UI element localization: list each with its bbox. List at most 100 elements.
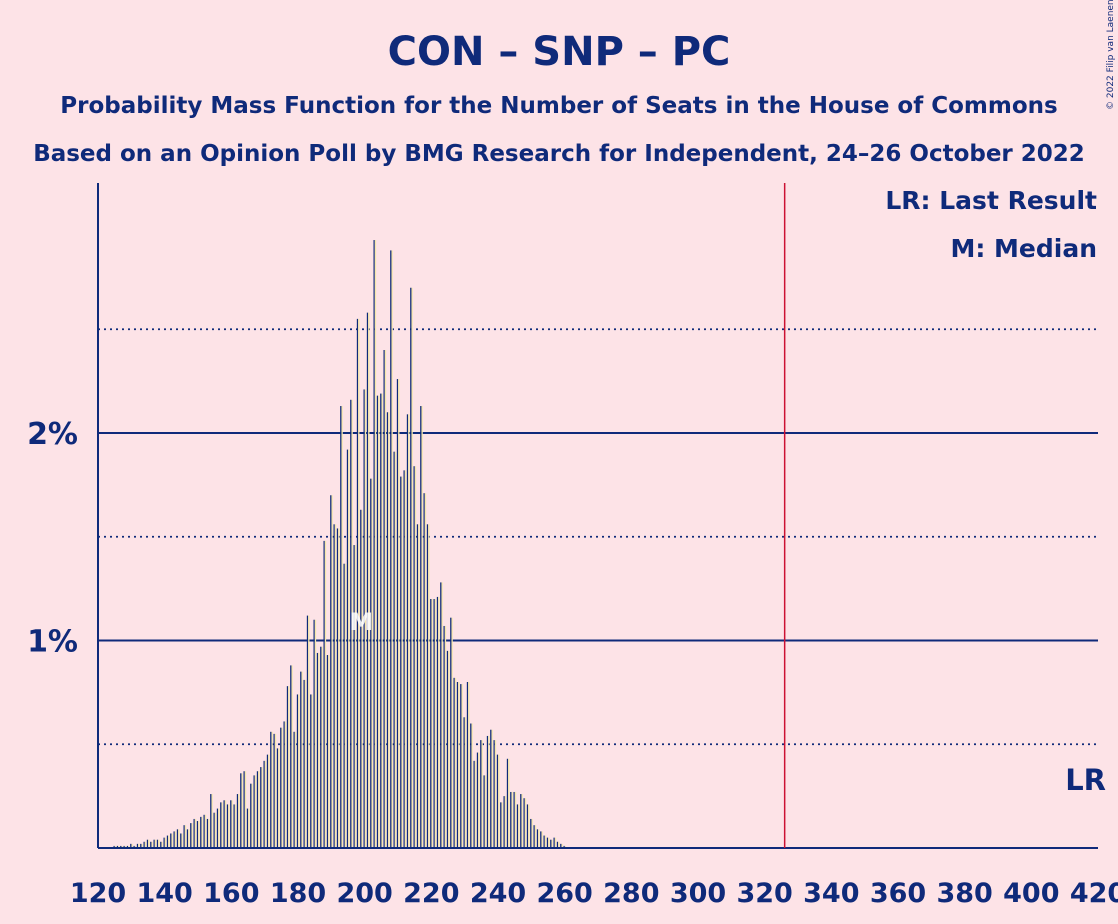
bar-shadow (508, 758, 510, 848)
bar-shadow (554, 837, 557, 848)
bar-shadow (361, 509, 363, 848)
bar-shadow (428, 524, 430, 848)
bar-shadow (498, 754, 500, 848)
bar-shadow (458, 682, 460, 848)
bar-shadow (474, 760, 477, 848)
bar (193, 818, 195, 848)
bar-shadow (271, 731, 273, 848)
bar (400, 476, 402, 848)
bar-shadow (391, 250, 393, 848)
bar (330, 495, 332, 848)
bar-shadow (218, 808, 220, 848)
bar (376, 395, 379, 848)
bar-shadow (481, 740, 483, 848)
bar-shadow (138, 843, 140, 848)
bar-shadow (311, 694, 313, 848)
bar (346, 449, 349, 848)
bar-shadow (221, 802, 223, 848)
chart-subtitle: Probability Mass Function for the Number… (60, 93, 1057, 119)
bar (430, 599, 432, 848)
bar (313, 619, 315, 848)
bar-shadow (468, 682, 470, 848)
bar (243, 771, 245, 848)
bar-shadow (284, 721, 287, 848)
bar (466, 682, 469, 848)
bar (526, 804, 529, 848)
bar-shadow (504, 796, 507, 848)
bar-shadow (358, 318, 360, 848)
bar (150, 841, 152, 848)
bar (380, 393, 382, 848)
y-tick-label: 2% (27, 417, 78, 452)
bar (513, 791, 515, 848)
bar (373, 240, 375, 848)
bar (503, 796, 505, 848)
bar (186, 829, 189, 848)
bar-shadow (394, 451, 397, 848)
bar-shadow (144, 841, 147, 848)
bar-shadow (204, 814, 207, 848)
bar (403, 470, 405, 848)
bar-shadow (228, 804, 230, 848)
bar-shadow (141, 843, 143, 848)
bar-shadow (368, 312, 370, 848)
x-tick-label: 160 (203, 878, 259, 909)
bar (240, 773, 242, 848)
bar-shadow (194, 818, 197, 848)
bar-shadow (131, 843, 133, 848)
bar-shadow (441, 582, 443, 848)
bar (520, 794, 522, 848)
bar (493, 740, 495, 848)
bar (210, 794, 212, 848)
bar-shadow (351, 399, 353, 848)
bar-shadow (444, 625, 447, 848)
bar-shadow (501, 802, 503, 848)
bar-shadow (251, 783, 253, 848)
bar (543, 835, 545, 848)
bar (463, 717, 465, 848)
bar-shadow (201, 816, 203, 848)
bar (310, 694, 312, 848)
y-tick-label: 1% (27, 625, 78, 660)
bar (293, 731, 295, 848)
bar (500, 802, 502, 848)
x-tick-label: 140 (136, 878, 192, 909)
bar-shadow (424, 493, 427, 848)
bar (123, 845, 125, 848)
bar (473, 760, 475, 848)
chart-subtitle-source: Based on an Opinion Poll by BMG Research… (33, 141, 1085, 167)
bar-shadow (181, 833, 183, 848)
bar-shadow (118, 845, 120, 848)
bar-shadow (551, 839, 553, 848)
bar (143, 841, 145, 848)
y-ticks: 1% 2% (27, 417, 78, 660)
bar-shadow (321, 646, 323, 848)
bar-shadow (231, 800, 233, 848)
bar-shadow (538, 829, 540, 848)
bar-shadow (328, 655, 330, 848)
bar-shadow (198, 821, 200, 848)
bar (356, 318, 359, 848)
bar-shadow (491, 729, 493, 848)
bar (506, 758, 509, 848)
x-tick-label: 320 (736, 878, 792, 909)
bar-shadow (148, 839, 150, 848)
bar-shadow (278, 748, 280, 848)
bar (446, 650, 449, 848)
bar (280, 727, 282, 848)
bar (120, 845, 122, 848)
gridlines (98, 328, 1098, 746)
bar-shadow (471, 723, 473, 848)
bar (180, 833, 182, 848)
bar (196, 821, 199, 848)
bar (410, 287, 412, 848)
bar (233, 804, 235, 848)
bar (453, 677, 455, 848)
bar (146, 839, 149, 848)
bar-shadow (564, 845, 567, 848)
bar (173, 831, 175, 848)
bar (323, 540, 325, 848)
bar (220, 802, 222, 848)
x-tick-label: 260 (536, 878, 592, 909)
